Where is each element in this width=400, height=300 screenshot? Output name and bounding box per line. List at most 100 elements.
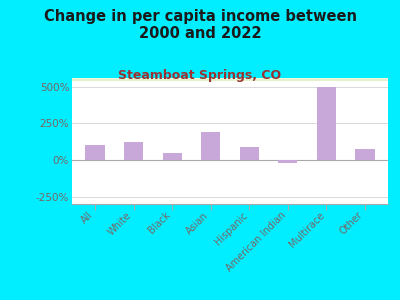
Bar: [72, 78, 388, 79]
Text: Hispanic: Hispanic: [212, 210, 249, 247]
Bar: [72, 78, 388, 80]
Bar: [72, 79, 388, 80]
Bar: [72, 78, 388, 80]
Text: Other: Other: [338, 210, 365, 237]
Bar: [72, 79, 388, 80]
Bar: [72, 78, 388, 80]
Bar: [72, 79, 388, 80]
Bar: [72, 78, 388, 79]
Bar: [72, 78, 388, 80]
Bar: [72, 79, 388, 80]
Bar: [72, 79, 388, 80]
Bar: [72, 79, 388, 80]
Bar: [201, 132, 220, 160]
Bar: [72, 79, 388, 80]
Bar: [72, 79, 388, 80]
Text: Multirace: Multirace: [287, 210, 326, 249]
Bar: [72, 79, 388, 80]
Bar: [72, 78, 388, 80]
Bar: [72, 79, 388, 80]
Bar: [72, 79, 388, 80]
Bar: [72, 78, 388, 79]
Bar: [72, 79, 388, 80]
Bar: [72, 79, 388, 80]
Bar: [72, 78, 388, 80]
Bar: [240, 147, 259, 160]
Bar: [72, 79, 388, 80]
Bar: [124, 142, 143, 160]
Bar: [72, 79, 388, 80]
Bar: [72, 78, 388, 80]
Bar: [72, 79, 388, 80]
Bar: [72, 78, 388, 80]
Bar: [72, 78, 388, 80]
Text: White: White: [106, 210, 134, 237]
Text: Change in per capita income between
2000 and 2022: Change in per capita income between 2000…: [44, 9, 356, 41]
Bar: [72, 79, 388, 80]
Bar: [72, 79, 388, 80]
Bar: [72, 79, 388, 80]
Bar: [72, 78, 388, 80]
Bar: [72, 79, 388, 80]
Bar: [72, 79, 388, 80]
Bar: [72, 78, 388, 80]
Bar: [72, 79, 388, 80]
Bar: [72, 79, 388, 80]
Bar: [72, 79, 388, 80]
Text: Black: Black: [146, 210, 172, 236]
Bar: [72, 79, 388, 80]
Bar: [72, 78, 388, 80]
Text: Steamboat Springs, CO: Steamboat Springs, CO: [118, 69, 282, 82]
Bar: [72, 78, 388, 80]
Bar: [72, 79, 388, 80]
Bar: [72, 79, 388, 80]
Bar: [72, 78, 388, 80]
Bar: [72, 78, 388, 80]
Bar: [72, 79, 388, 80]
Bar: [72, 79, 388, 80]
Bar: [72, 79, 388, 80]
Bar: [72, 78, 388, 80]
Bar: [72, 78, 388, 80]
Text: Asian: Asian: [185, 210, 211, 236]
Bar: [72, 78, 388, 80]
Bar: [72, 79, 388, 80]
Bar: [72, 79, 388, 80]
Bar: [72, 79, 388, 80]
Bar: [72, 78, 388, 80]
Bar: [72, 79, 388, 80]
Bar: [72, 79, 388, 80]
Bar: [72, 79, 388, 80]
Bar: [72, 79, 388, 80]
Bar: [72, 78, 388, 80]
Bar: [72, 78, 388, 80]
Bar: [72, 79, 388, 80]
Bar: [72, 79, 388, 80]
Bar: [72, 79, 388, 80]
Bar: [72, 79, 388, 80]
Bar: [72, 78, 388, 80]
Bar: [162, 153, 182, 160]
Bar: [72, 79, 388, 80]
Bar: [72, 78, 388, 80]
Bar: [278, 160, 298, 163]
Bar: [72, 79, 388, 80]
Bar: [72, 79, 388, 80]
Bar: [72, 79, 388, 80]
Bar: [72, 78, 388, 79]
Bar: [72, 78, 388, 79]
Bar: [317, 87, 336, 160]
Bar: [72, 79, 388, 80]
Bar: [72, 78, 388, 80]
Bar: [72, 79, 388, 80]
Bar: [72, 79, 388, 80]
Bar: [72, 79, 388, 80]
Bar: [72, 79, 388, 80]
Bar: [72, 79, 388, 80]
Bar: [72, 78, 388, 80]
Bar: [72, 79, 388, 80]
Bar: [72, 78, 388, 79]
Bar: [72, 79, 388, 80]
Bar: [86, 146, 105, 160]
Bar: [72, 78, 388, 80]
